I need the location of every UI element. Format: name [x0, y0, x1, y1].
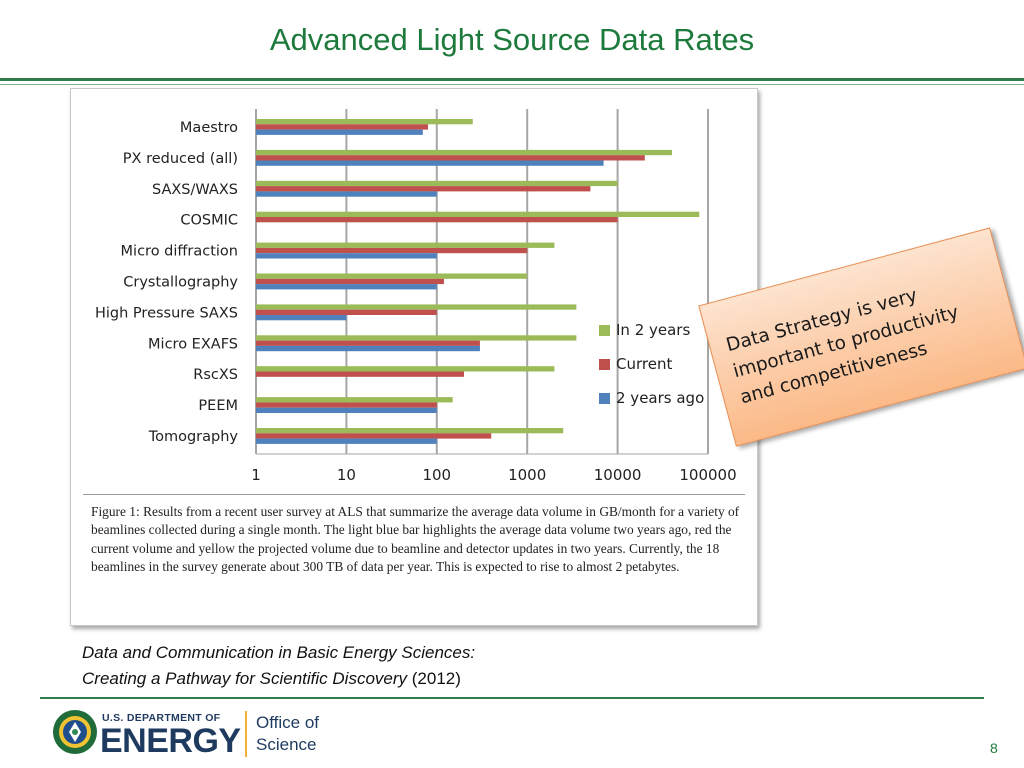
bar	[256, 433, 492, 439]
bar	[256, 242, 555, 248]
category-label: Maestro	[180, 120, 238, 136]
category-label: RscXS	[193, 367, 238, 383]
figure-panel: 1 10 100 1000 10000 100000 Maestro PX reduced (…	[70, 88, 758, 626]
x-tick-label: 1000	[508, 466, 546, 484]
bar	[256, 340, 480, 346]
doe-energy-wordmark: ENERGY	[100, 722, 241, 760]
doe-seal-icon	[53, 710, 97, 754]
category-label: PEEM	[198, 398, 238, 414]
bar	[256, 149, 673, 156]
x-tick-label: 100	[422, 466, 451, 484]
bar	[256, 438, 437, 444]
bar	[256, 366, 555, 372]
legend-label: In 2 years	[616, 321, 690, 339]
source-citation: Data and Communication in Basic Energy S…	[82, 640, 475, 692]
legend-swatch	[599, 325, 610, 336]
bar	[256, 253, 437, 259]
bar	[256, 428, 564, 434]
bar	[256, 247, 528, 254]
bar	[256, 129, 423, 135]
page-number: 8	[990, 740, 998, 756]
category-label: PX reduced (all)	[123, 151, 238, 167]
category-label: Crystallography	[123, 274, 238, 290]
bar	[256, 160, 604, 166]
title-divider-thin	[0, 84, 1024, 85]
legend-label: 2 years ago	[616, 389, 704, 407]
logo-separator	[245, 711, 247, 757]
bar	[256, 155, 645, 161]
bar-chart: 1 10 100 1000 10000 100000 Maestro PX reduced (…	[95, 109, 737, 484]
bar	[256, 124, 429, 130]
bar	[256, 304, 577, 310]
figure-caption: Figure 1: Results from a recent user sur…	[91, 504, 740, 574]
bar	[256, 315, 347, 321]
legend-swatch	[599, 359, 610, 370]
bar	[256, 180, 618, 187]
category-label: High Pressure SAXS	[95, 305, 238, 321]
x-tick-label: 10	[337, 466, 356, 484]
bar	[256, 186, 591, 192]
bar	[256, 335, 577, 341]
figure-divider	[83, 494, 745, 495]
bar	[256, 345, 480, 352]
category-label: Tomography	[148, 429, 239, 445]
bar	[256, 119, 473, 125]
bar	[256, 217, 618, 223]
office-line1: Office of	[256, 713, 319, 732]
bar	[256, 371, 465, 377]
bar	[256, 402, 437, 408]
bar	[256, 273, 528, 279]
bar	[256, 191, 437, 197]
office-of-science-label: Office of Science	[256, 712, 319, 756]
bar	[256, 407, 437, 413]
title-divider	[0, 78, 1024, 81]
bar	[256, 278, 444, 285]
source-title-line2: Creating a Pathway for Scientific Discov…	[82, 669, 408, 688]
bar	[256, 397, 453, 403]
x-tick-label: 1	[251, 466, 261, 484]
bar	[256, 211, 700, 217]
category-label: Micro EXAFS	[148, 336, 238, 352]
category-label: SAXS/WAXS	[152, 182, 238, 198]
source-year: (2012)	[411, 669, 461, 688]
footer-divider	[40, 697, 984, 699]
x-tick-label: 10000	[594, 466, 642, 484]
bar	[256, 284, 437, 290]
legend-label: Current	[616, 355, 672, 373]
category-label: Micro diffraction	[121, 244, 238, 260]
bar	[256, 309, 437, 315]
x-tick-label: 100000	[679, 466, 736, 484]
category-label: COSMIC	[180, 213, 238, 229]
slide-title: Advanced Light Source Data Rates	[269, 22, 755, 57]
doe-department-label: U.S. DEPARTMENT OF	[102, 712, 221, 724]
source-title-line1: Data and Communication in Basic Energy S…	[82, 643, 476, 662]
legend-swatch	[599, 393, 610, 404]
office-line2: Science	[256, 735, 317, 754]
